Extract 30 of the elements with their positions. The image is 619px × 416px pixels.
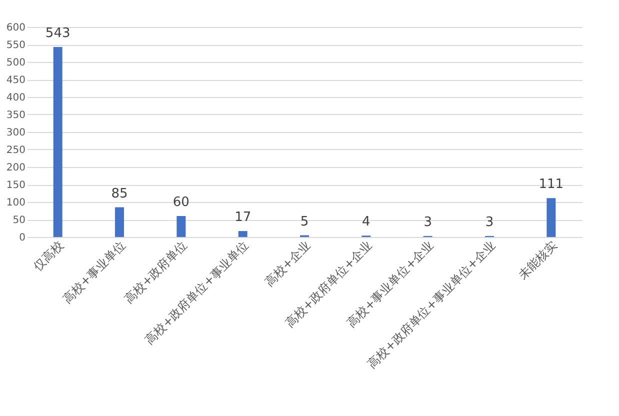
x-tick-label: 仅高校: [30, 238, 66, 274]
y-tick-label: 550: [6, 40, 26, 51]
y-tick-label: 450: [6, 75, 26, 86]
bar: [238, 231, 248, 237]
data-label: 85: [111, 186, 128, 202]
x-tick-label: 未能核实: [516, 238, 560, 282]
data-label: 3: [424, 214, 432, 230]
y-tick-label: 150: [6, 180, 26, 191]
bar: [115, 207, 124, 237]
y-tick-label: 200: [6, 162, 26, 174]
y-tick-label: 300: [6, 128, 26, 138]
bar: [546, 198, 556, 237]
data-label: 5: [300, 214, 309, 230]
y-tick-label: 250: [6, 145, 26, 156]
data-label: 17: [234, 210, 252, 226]
data-label: 3: [485, 214, 494, 230]
bar: [176, 216, 186, 237]
y-tick-label: 50: [12, 215, 26, 226]
y-tick-label: 350: [6, 110, 26, 121]
data-label: 60: [172, 195, 190, 210]
y-tick-label: 600: [6, 22, 26, 34]
y-tick-label: 0: [19, 232, 26, 244]
data-label: 4: [362, 214, 370, 230]
data-label: 111: [538, 177, 564, 192]
y-tick-label: 400: [6, 92, 26, 104]
bar: [53, 46, 62, 237]
y-tick-label: 100: [6, 198, 26, 208]
x-tick-label: 高校+企业: [262, 238, 313, 290]
y-tick-label: 500: [6, 58, 26, 68]
data-label: 543: [45, 26, 70, 41]
